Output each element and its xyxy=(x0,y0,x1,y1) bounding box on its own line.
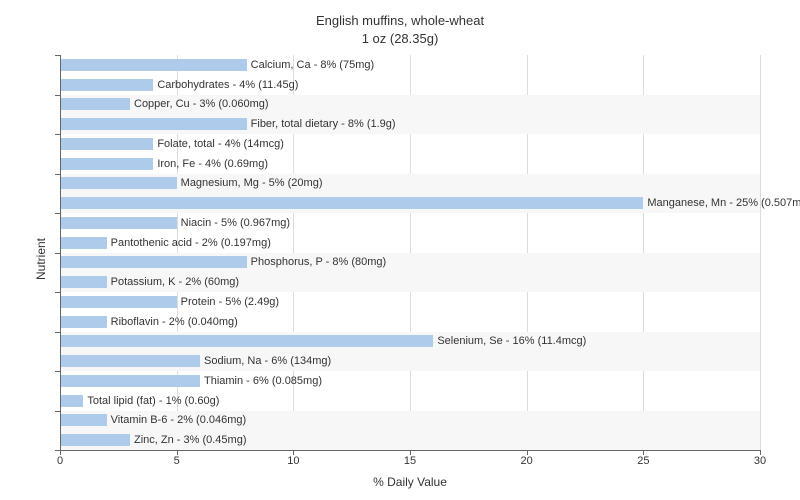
x-tick-label: 15 xyxy=(404,455,416,467)
x-tick-label: 0 xyxy=(57,455,63,467)
bar-label: Zinc, Zn - 3% (0.45mg) xyxy=(134,434,246,446)
bar xyxy=(60,197,643,209)
bar-label: Iron, Fe - 4% (0.69mg) xyxy=(157,158,268,170)
y-tick xyxy=(55,292,60,293)
x-tick-label: 25 xyxy=(637,455,649,467)
bar xyxy=(60,256,247,268)
x-tick-label: 10 xyxy=(287,455,299,467)
bar-label: Riboflavin - 2% (0.040mg) xyxy=(111,316,238,328)
y-axis-title: Nutrient xyxy=(34,238,48,280)
bar-label: Protein - 5% (2.49g) xyxy=(181,296,279,308)
bar xyxy=(60,355,200,367)
y-tick xyxy=(55,213,60,214)
bar xyxy=(60,217,177,229)
bar xyxy=(60,158,153,170)
bar xyxy=(60,98,130,110)
bar-label: Sodium, Na - 6% (134mg) xyxy=(204,355,331,367)
bar xyxy=(60,118,247,130)
bar-label: Phosphorus, P - 8% (80mg) xyxy=(251,256,387,268)
y-tick xyxy=(55,174,60,175)
gridline xyxy=(760,55,761,450)
bar xyxy=(60,59,247,71)
bar-label: Calcium, Ca - 8% (75mg) xyxy=(251,59,374,71)
y-tick xyxy=(55,450,60,451)
bar-label: Carbohydrates - 4% (11.45g) xyxy=(157,79,298,91)
bar xyxy=(60,237,107,249)
title-line-2: 1 oz (28.35g) xyxy=(362,31,439,46)
y-tick xyxy=(55,55,60,56)
bar-label: Manganese, Mn - 25% (0.507mg) xyxy=(647,197,800,209)
bar xyxy=(60,177,177,189)
bar xyxy=(60,316,107,328)
bar xyxy=(60,375,200,387)
bar xyxy=(60,395,83,407)
x-tick-label: 30 xyxy=(754,455,766,467)
bar xyxy=(60,276,107,288)
bar xyxy=(60,79,153,91)
bar-label: Vitamin B-6 - 2% (0.046mg) xyxy=(111,414,247,426)
bar-label: Selenium, Se - 16% (11.4mcg) xyxy=(437,335,586,347)
plot-area: Calcium, Ca - 8% (75mg) Carbohydrates - 4… xyxy=(60,55,760,450)
bar xyxy=(60,296,177,308)
y-tick xyxy=(55,253,60,254)
bar-label: Magnesium, Mg - 5% (20mg) xyxy=(181,177,323,189)
bar-label: Folate, total - 4% (14mcg) xyxy=(157,138,284,150)
chart-container: Calcium, Ca - 8% (75mg) Carbohydrates - 4… xyxy=(60,55,760,450)
title-line-1: English muffins, whole-wheat xyxy=(316,13,484,28)
x-tick-label: 5 xyxy=(174,455,180,467)
bar-label: Pantothenic acid - 2% (0.197mg) xyxy=(111,237,271,249)
bar-label: Fiber, total dietary - 8% (1.9g) xyxy=(251,118,396,130)
y-tick xyxy=(55,411,60,412)
y-tick xyxy=(55,371,60,372)
bar-label: Potassium, K - 2% (60mg) xyxy=(111,276,239,288)
y-tick xyxy=(55,134,60,135)
y-axis-line xyxy=(60,55,61,450)
x-tick-label: 20 xyxy=(521,455,533,467)
y-tick xyxy=(55,332,60,333)
bar-label: Niacin - 5% (0.967mg) xyxy=(181,217,290,229)
x-axis-title: % Daily Value xyxy=(60,475,760,489)
bar xyxy=(60,414,107,426)
bar-label: Copper, Cu - 3% (0.060mg) xyxy=(134,98,269,110)
bar-label: Thiamin - 6% (0.085mg) xyxy=(204,375,322,387)
chart-title: English muffins, whole-wheat 1 oz (28.35… xyxy=(0,0,800,47)
bar xyxy=(60,138,153,150)
bar xyxy=(60,335,433,347)
bar xyxy=(60,434,130,446)
y-tick xyxy=(55,95,60,96)
bar-label: Total lipid (fat) - 1% (0.60g) xyxy=(87,395,219,407)
